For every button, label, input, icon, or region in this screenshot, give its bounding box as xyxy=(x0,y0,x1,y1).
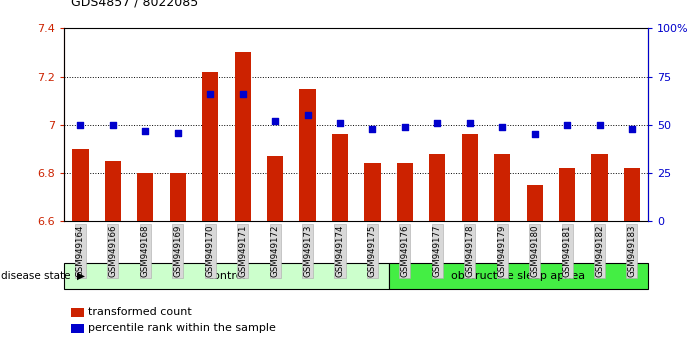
Text: GSM949183: GSM949183 xyxy=(627,225,636,277)
Text: GSM949176: GSM949176 xyxy=(400,225,409,277)
Point xyxy=(399,124,410,130)
Bar xyxy=(624,168,640,221)
Bar xyxy=(388,263,648,289)
Bar xyxy=(202,72,218,221)
Text: GSM949177: GSM949177 xyxy=(433,225,442,277)
Bar xyxy=(299,88,316,221)
Bar xyxy=(429,154,446,221)
Point xyxy=(497,124,508,130)
Text: GSM949168: GSM949168 xyxy=(141,225,150,277)
Text: GSM949180: GSM949180 xyxy=(530,225,539,277)
Text: GSM949181: GSM949181 xyxy=(562,225,571,277)
Point xyxy=(269,118,281,124)
Point xyxy=(302,112,313,118)
Bar xyxy=(364,164,381,221)
Point xyxy=(367,126,378,131)
Bar xyxy=(494,154,510,221)
Text: disease state  ▶: disease state ▶ xyxy=(1,271,85,281)
Text: GSM949171: GSM949171 xyxy=(238,225,247,277)
Text: control: control xyxy=(207,271,246,281)
Bar xyxy=(64,263,388,289)
Point xyxy=(75,122,86,128)
Text: GSM949175: GSM949175 xyxy=(368,225,377,277)
Bar xyxy=(138,173,153,221)
Text: GSM949170: GSM949170 xyxy=(206,225,215,277)
Point xyxy=(529,132,540,137)
Point xyxy=(562,122,573,128)
Point xyxy=(107,122,118,128)
Text: GSM949174: GSM949174 xyxy=(336,225,345,277)
Text: GSM949164: GSM949164 xyxy=(76,225,85,277)
Bar xyxy=(267,156,283,221)
Point xyxy=(627,126,638,131)
Point xyxy=(172,130,183,135)
Text: GSM949172: GSM949172 xyxy=(271,225,280,277)
Bar xyxy=(591,154,607,221)
Bar xyxy=(170,173,186,221)
Point xyxy=(334,120,346,126)
Bar xyxy=(559,168,575,221)
Bar xyxy=(397,164,413,221)
Bar xyxy=(462,135,478,221)
Text: GSM949166: GSM949166 xyxy=(108,225,117,277)
Bar xyxy=(73,149,88,221)
Text: GDS4857 / 8022085: GDS4857 / 8022085 xyxy=(71,0,198,9)
Point xyxy=(464,120,475,126)
Point xyxy=(237,91,248,97)
Text: percentile rank within the sample: percentile rank within the sample xyxy=(88,323,276,333)
Point xyxy=(432,120,443,126)
Text: GSM949173: GSM949173 xyxy=(303,225,312,277)
Text: transformed count: transformed count xyxy=(88,307,191,317)
Text: GSM949182: GSM949182 xyxy=(595,225,604,277)
Text: GSM949169: GSM949169 xyxy=(173,225,182,277)
Point xyxy=(594,122,605,128)
Text: GSM949178: GSM949178 xyxy=(465,225,474,277)
Bar xyxy=(332,135,348,221)
Point xyxy=(140,128,151,133)
Bar xyxy=(527,185,542,221)
Bar xyxy=(105,161,121,221)
Point xyxy=(205,91,216,97)
Text: GSM949179: GSM949179 xyxy=(498,225,507,277)
Text: obstructive sleep apnea: obstructive sleep apnea xyxy=(451,271,585,281)
Bar xyxy=(234,52,251,221)
